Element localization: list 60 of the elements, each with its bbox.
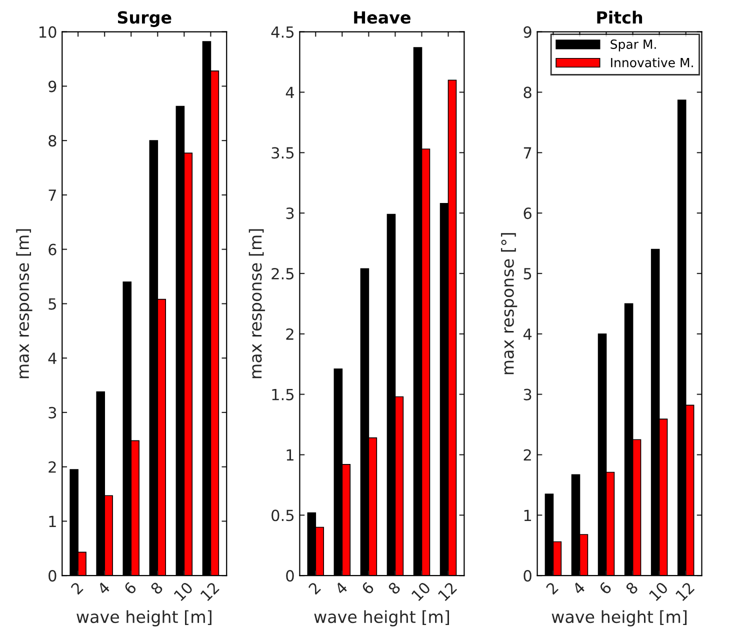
x-tick-label: 4 <box>334 581 348 595</box>
y-tick-label: 5 <box>524 268 532 280</box>
x-axis-title: wave height [m] <box>314 610 449 626</box>
y-tick-label: 4.5 <box>271 26 294 38</box>
y-tick-label: 2 <box>524 449 531 461</box>
y-tick-label: 2 <box>48 461 56 473</box>
y-tick-label: 2 <box>286 328 294 340</box>
y-tick-label: 0 <box>48 570 56 582</box>
y-tick-label: 8 <box>524 86 532 98</box>
x-axis-title: wave height [m] <box>552 610 687 626</box>
y-tick-label: 1 <box>524 510 532 521</box>
y-tick-label: 3 <box>286 208 294 220</box>
x-tick-label: 4 <box>572 581 586 595</box>
x-tick-label: 2 <box>546 582 559 595</box>
y-tick-label: 1.5 <box>272 388 294 400</box>
y-tick-label: 2.5 <box>272 268 294 280</box>
y-tick-label: 4 <box>48 352 56 364</box>
y-tick-label: 10 <box>40 26 56 38</box>
y-tick-label: 7 <box>48 190 56 201</box>
y-tick-label: 3 <box>524 388 532 400</box>
y-tick-label: 5 <box>48 298 56 310</box>
x-tick-label: 6 <box>123 581 137 595</box>
x-tick-label: 10 <box>648 581 669 602</box>
y-tick-label: 3 <box>48 406 56 418</box>
y-tick-label: 6 <box>524 208 532 220</box>
x-tick-label: 8 <box>387 581 402 595</box>
x-tick-label: 8 <box>625 581 639 595</box>
y-tick-label: 7 <box>524 147 532 158</box>
x-tick-label: 4 <box>96 581 110 595</box>
y-tick-label: 3.5 <box>272 147 294 159</box>
y-axis-title: max response [m] <box>16 229 32 378</box>
y-axis-title: max response [m] <box>248 229 265 378</box>
x-tick-label: 10 <box>173 581 194 602</box>
x-tick-label: 2 <box>70 582 84 595</box>
y-tick-label: 4 <box>523 328 532 340</box>
y-tick-label: 9 <box>48 80 56 92</box>
y-tick-label: 0 <box>524 570 532 582</box>
x-tick-label: 2 <box>308 582 321 595</box>
x-axis-title: wave height [m] <box>76 610 212 626</box>
x-tick-label: 12 <box>438 582 458 602</box>
y-tick-label: 1 <box>286 449 294 461</box>
legend-label: Spar M. <box>610 40 656 52</box>
y-tick-label: 4 <box>286 86 294 98</box>
chart-title: Surge <box>118 11 172 28</box>
x-tick-label: 10 <box>411 581 432 602</box>
y-tick-label: 8 <box>48 135 56 147</box>
y-tick-label: 0 <box>286 570 294 582</box>
x-tick-label: 12 <box>200 582 220 602</box>
x-tick-label: 6 <box>360 581 375 595</box>
chart-title: Heave <box>354 11 410 24</box>
legend-label: Innovative M. <box>611 58 693 68</box>
x-tick-label: 6 <box>598 581 612 595</box>
y-tick-label: 1 <box>49 516 56 528</box>
y-axis-title: max response [°] <box>501 233 518 374</box>
y-tick-label: 6 <box>48 244 56 256</box>
x-tick-label: 8 <box>150 581 164 595</box>
y-tick-label: 0.5 <box>272 510 294 522</box>
y-tick-label: 9 <box>524 26 532 38</box>
x-tick-label: 12 <box>675 582 695 602</box>
chart-title: Pitch <box>597 10 642 24</box>
